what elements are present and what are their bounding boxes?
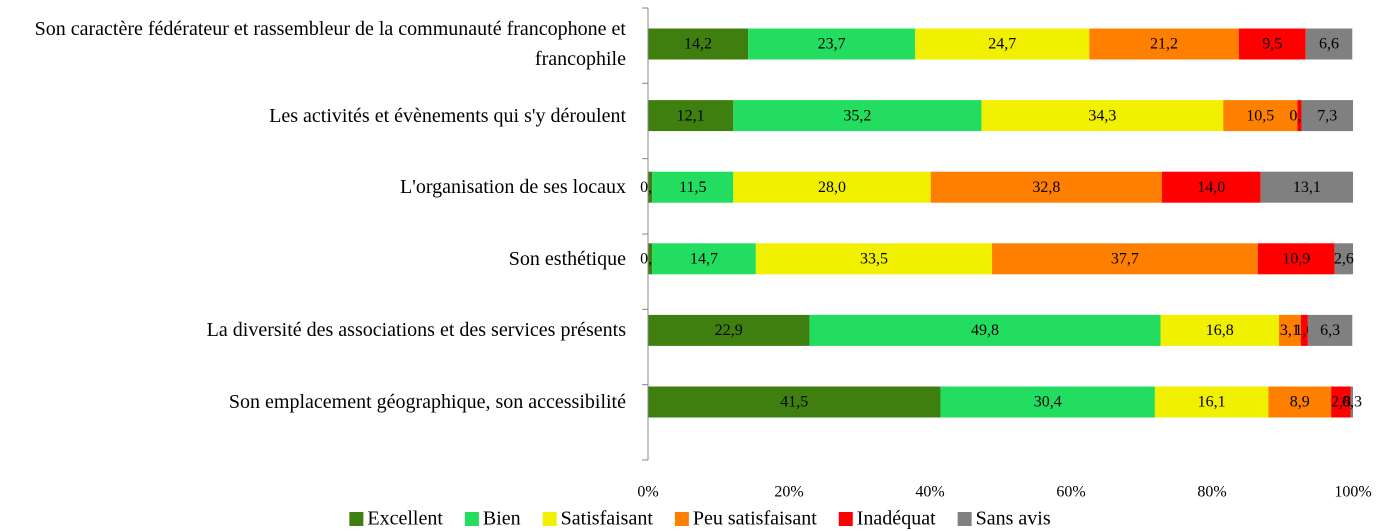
bar-segment (940, 386, 1155, 418)
bar-segment (648, 171, 653, 203)
bar-segment (652, 171, 734, 203)
x-tick-label: 80% (1197, 484, 1226, 501)
bar-segment (1223, 100, 1298, 132)
x-tick-label: 60% (1056, 484, 1085, 501)
bar-segment (809, 314, 1161, 346)
bar-segment (930, 171, 1162, 203)
data-label: 32,8 (1032, 179, 1060, 196)
data-label: 6,6 (1319, 36, 1339, 53)
data-label: 0,3 (1342, 394, 1362, 411)
bar-segment (648, 314, 810, 346)
data-label: 16,8 (1206, 322, 1234, 339)
data-label: 49,8 (971, 322, 999, 339)
legend-label: Inadéquat (857, 508, 936, 530)
legend-label: Excellent (367, 508, 443, 530)
bar-segment (755, 243, 993, 275)
bar-segment (1307, 314, 1353, 346)
bar-segment (1160, 314, 1279, 346)
data-label: 7,3 (1317, 107, 1337, 124)
category-label: L'organisation de ses locaux (400, 176, 626, 199)
category-label: Son caractère fédérateur et rassembleur … (34, 18, 626, 70)
data-label: 14,0 (1197, 179, 1225, 196)
data-label: 14,7 (690, 250, 718, 267)
x-tick-label: 40% (915, 484, 944, 501)
bar-segment (648, 386, 941, 418)
data-label: 28,0 (818, 179, 846, 196)
data-label: 13,1 (1293, 179, 1321, 196)
legend-swatch (349, 512, 364, 526)
bar-segment (1260, 171, 1353, 203)
bar-segment (1238, 28, 1306, 60)
bar-segment (1257, 243, 1335, 275)
category-label: Son emplacement géographique, son access… (228, 391, 626, 413)
bar-segment (748, 28, 916, 60)
legend-swatch (838, 512, 853, 526)
data-label: 41,5 (780, 394, 808, 411)
category-label: Son esthétique (508, 247, 626, 270)
category-label: Les activités et évènements qui s'y déro… (269, 104, 626, 127)
data-label: 34,3 (1088, 107, 1116, 124)
data-label: 12,1 (677, 107, 705, 124)
legend-swatch (542, 512, 557, 526)
bar-segment (648, 243, 653, 275)
bar-segment (915, 28, 1090, 60)
bar-segment (733, 100, 982, 132)
legend-label: Sans avis (976, 508, 1051, 530)
data-label: 37,7 (1111, 250, 1139, 267)
bar-segment (981, 100, 1224, 132)
data-label: 2,8 (1331, 394, 1351, 411)
bar-segment (1154, 386, 1269, 418)
data-label: 21,2 (1150, 36, 1178, 53)
bar-segment (1268, 386, 1332, 418)
bar-segment (648, 100, 734, 132)
data-label: 16,1 (1198, 394, 1226, 411)
bar-segment (1331, 386, 1351, 418)
data-label: 3,1 (1280, 322, 1300, 339)
legend-label: Bien (483, 508, 521, 530)
data-label: 35,2 (843, 107, 871, 124)
bar-segment (652, 243, 756, 275)
data-label: 14,2 (684, 36, 712, 53)
data-label: 24,7 (988, 36, 1016, 53)
data-label: 22,9 (715, 322, 743, 339)
data-label: 11,5 (679, 179, 706, 196)
data-label: 2,6 (1334, 250, 1354, 267)
category-label: La diversité des associations et des ser… (206, 319, 626, 342)
legend-swatch (957, 512, 972, 526)
bar-segment (1300, 314, 1308, 346)
bar-segment (1350, 386, 1353, 418)
data-label: 9,5 (1262, 36, 1282, 53)
bar-segment (1334, 243, 1353, 275)
bar-segment (1297, 100, 1302, 132)
bar-segment (1305, 28, 1353, 60)
x-tick-label: 20% (774, 484, 803, 501)
legend-label: Satisfaisant (561, 508, 654, 530)
data-label: 10,9 (1282, 250, 1310, 267)
legend-label: Peu satisfaisant (693, 508, 817, 530)
bar-segment (648, 28, 749, 60)
legend-swatch (674, 512, 689, 526)
legend: Excellent Bien Satisfaisant Peu satisfaisan… (349, 508, 1051, 530)
data-label: 8,9 (1290, 394, 1310, 411)
x-tick-label: 100% (1334, 484, 1371, 501)
bar-segment (733, 171, 931, 203)
bar-segment (1161, 171, 1261, 203)
data-label: 6,3 (1320, 322, 1340, 339)
data-label: 30,4 (1034, 394, 1062, 411)
data-label: 33,5 (860, 250, 888, 267)
bar-segment (992, 243, 1258, 275)
legend-swatch (464, 512, 479, 526)
bar-segment (1089, 28, 1239, 60)
bar-segment (1278, 314, 1301, 346)
bar-segment (1301, 100, 1353, 132)
x-tick-label: 0% (637, 484, 658, 501)
data-label: 23,7 (818, 36, 846, 53)
data-label: 10,5 (1246, 107, 1274, 124)
